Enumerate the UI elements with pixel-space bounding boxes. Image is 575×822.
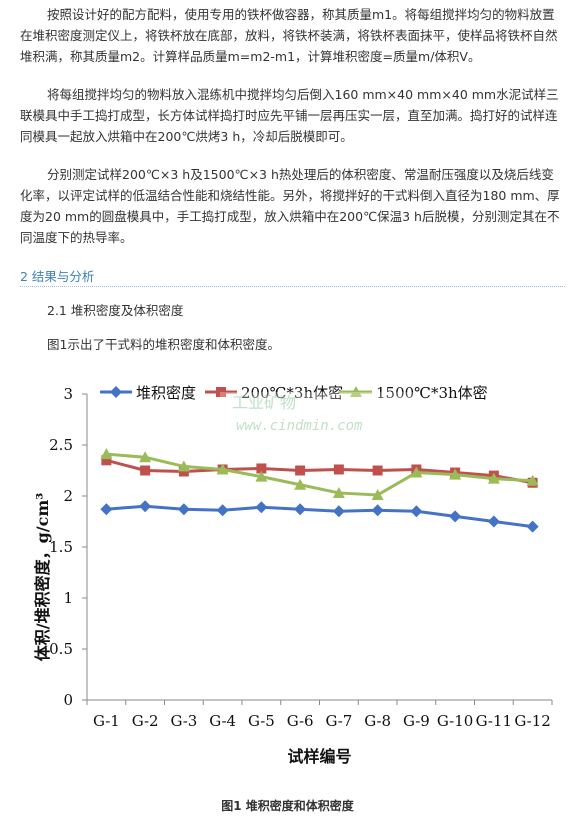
data-point xyxy=(332,486,345,498)
chart-legend: 堆积密度 200℃*3h体密 1500℃*3h体密 xyxy=(100,384,488,402)
x-tick-label: G-6 xyxy=(287,712,314,730)
data-point xyxy=(178,466,189,477)
data-point xyxy=(295,465,306,476)
data-point xyxy=(526,474,539,486)
x-tick-label: G-2 xyxy=(132,712,159,730)
data-point xyxy=(449,468,462,480)
x-tick-label: G-10 xyxy=(437,712,473,730)
y-tick-label: 3 xyxy=(63,385,73,403)
x-tick-label: G-1 xyxy=(93,712,120,730)
data-point xyxy=(255,501,268,514)
series-line xyxy=(105,458,533,485)
series-line xyxy=(106,504,533,529)
density-line-chart: 00.511.522.53 G-1 G-2 G-3 G-4 G-5 G-6 G-7 G-8 G-… xyxy=(33,384,553,766)
data-point xyxy=(487,515,500,528)
x-tick-label: G-11 xyxy=(476,712,512,730)
x-tick-label: G-8 xyxy=(364,712,391,730)
paragraph-method-bulk-density: 按照设计好的配方配料，使用专用的铁杯做容器，称其质量m1。将每组搅拌均匀的物料放… xyxy=(20,7,558,64)
watermark: 工业矿物 www.cindmin.com xyxy=(220,392,420,438)
data-point xyxy=(449,510,462,523)
series-3 xyxy=(100,448,539,500)
data-point xyxy=(333,464,344,475)
data-point xyxy=(371,504,384,517)
figure-intro-text: 图1示出了干式料的堆积密度和体积密度。 xyxy=(47,337,280,352)
y-tick-label: 1.5 xyxy=(49,538,73,556)
data-point xyxy=(487,472,500,484)
series-2 xyxy=(101,455,538,488)
data-point xyxy=(526,520,539,533)
y-tick-label: 2 xyxy=(63,487,73,505)
x-axis-title: 试样编号 xyxy=(287,747,351,766)
legend-label: 堆积密度 xyxy=(136,384,196,402)
section-heading: 2 结果与分析 xyxy=(20,266,565,287)
y-tick-label: 0.5 xyxy=(49,640,73,658)
legend-label: 1500℃*3h体密 xyxy=(376,384,488,402)
data-point xyxy=(100,503,113,516)
data-point xyxy=(294,503,307,516)
y-tick-label: 2.5 xyxy=(49,436,73,454)
watermark-line1: 工业矿物 xyxy=(232,393,296,412)
data-point xyxy=(101,455,112,466)
chart-axes xyxy=(86,394,552,701)
paragraph-method-sample-prep: 将每组搅拌均匀的物料放入混练机中搅拌均匀后倒入160 mm×40 mm×40 m… xyxy=(20,87,559,144)
data-point xyxy=(294,478,307,490)
legend-marker xyxy=(350,386,362,397)
data-point xyxy=(216,463,229,475)
x-tick-label: G-9 xyxy=(403,712,430,730)
data-point xyxy=(410,505,423,518)
data-point xyxy=(177,503,190,516)
x-tick-label: G-7 xyxy=(325,712,352,730)
data-point xyxy=(255,470,268,482)
y-tick-labels: 0 0.5 1 1.5 2 2.5 3 xyxy=(49,385,87,709)
data-point xyxy=(371,488,384,500)
data-point xyxy=(177,460,190,472)
data-point xyxy=(256,463,267,474)
data-point xyxy=(140,465,151,476)
x-tick-label: G-12 xyxy=(514,712,550,730)
x-tick-label: G-3 xyxy=(170,712,197,730)
subsection-heading: 2.1 堆积密度及体积密度 xyxy=(47,303,184,318)
x-tick-label: G-4 xyxy=(209,712,236,730)
y-axis-title: 体积/堆积密度，g/cm³ xyxy=(33,493,52,662)
x-tick-label: G-5 xyxy=(248,712,275,730)
series-layer xyxy=(100,448,539,533)
data-point xyxy=(216,504,229,517)
y-tick-label: 0 xyxy=(63,691,73,709)
legend-marker xyxy=(110,386,122,398)
paragraph-method-testing: 分别测定试样200℃×3 h及1500℃×3 h热处理后的体积密度、常温耐压强度… xyxy=(20,167,560,245)
figure-caption: 图1 堆积密度和体积密度 xyxy=(221,799,354,813)
legend-marker xyxy=(216,387,226,397)
legend-label: 200℃*3h体密 xyxy=(241,384,343,402)
watermark-line2: www.cindmin.com xyxy=(236,418,363,434)
x-tick-labels: G-1 G-2 G-3 G-4 G-5 G-6 G-7 G-8 G-9 G-10 G-11 G-12 xyxy=(86,700,553,730)
data-point xyxy=(139,500,152,513)
data-point xyxy=(332,505,345,518)
series-1 xyxy=(100,500,539,533)
data-point xyxy=(139,451,152,463)
data-point xyxy=(410,466,423,478)
data-point xyxy=(372,465,383,476)
series-line xyxy=(106,452,533,497)
y-tick-label: 1 xyxy=(63,589,73,607)
data-point xyxy=(100,448,113,460)
